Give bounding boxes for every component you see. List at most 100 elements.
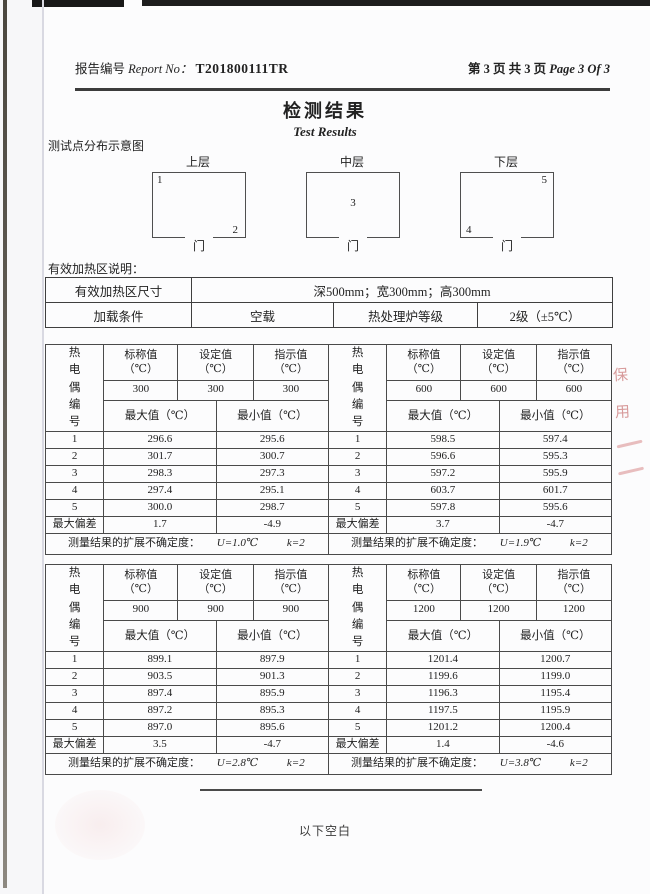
min-value-cell: 895.9 bbox=[215, 685, 330, 704]
stamp-stroke-2 bbox=[618, 466, 645, 476]
max-value-cell: 897.4 bbox=[103, 685, 217, 704]
min-value-cell: 1195.9 bbox=[498, 702, 613, 721]
min-deviation-value: -4.7 bbox=[215, 736, 330, 755]
heating-zone-section-label: 有效加热区说明： bbox=[48, 262, 145, 276]
tc-number-cell: 4 bbox=[327, 702, 388, 721]
layer-middle: 中层 3 门 bbox=[306, 153, 400, 253]
stamp-char-2: 用 bbox=[614, 404, 633, 422]
min-deviation-value: -4.6 bbox=[498, 736, 613, 755]
tc-number-label: 热 电 偶 编 号 bbox=[351, 347, 364, 428]
max-value-cell: 1199.6 bbox=[386, 668, 500, 687]
nominal-value: 300 bbox=[103, 379, 179, 401]
tc-number-cell: 1 bbox=[327, 431, 388, 450]
layer-lower: 下层 4 5 门 bbox=[460, 153, 554, 253]
table-300: 热 电 偶 编 号 标称值 （℃） 设定值 （℃） 指示值 （℃） 300 30… bbox=[44, 343, 330, 556]
tc-data-row: 5 300.0 298.7 bbox=[44, 499, 330, 518]
max-value-cell: 1201.4 bbox=[386, 651, 500, 670]
min-value-cell: 1199.0 bbox=[498, 668, 613, 687]
uncertainty-k-value: k=2 bbox=[286, 757, 305, 770]
report-number-label-cn: 报告编号 bbox=[75, 62, 126, 76]
scan-smudge bbox=[55, 790, 145, 860]
tc-number-cell: 5 bbox=[44, 499, 105, 518]
uncertainty-label: 测量结果的扩展不确定度： bbox=[68, 537, 200, 550]
tc-number-label: 热 电 偶 编 号 bbox=[68, 347, 81, 428]
layer-upper-box: 1 2 门 bbox=[152, 172, 246, 253]
nominal-header: 标称值 （℃） bbox=[386, 564, 462, 601]
tc-number-header: 热 电 偶 编 号 bbox=[44, 563, 105, 653]
zone-size-label: 有效加热区尺寸 bbox=[45, 277, 192, 303]
nominal-value: 1200 bbox=[386, 599, 462, 621]
tc-number-cell: 4 bbox=[44, 482, 105, 501]
door-gap bbox=[493, 236, 521, 239]
max-deviation-label: 最大偏差 bbox=[44, 516, 105, 535]
max-deviation-label: 最大偏差 bbox=[327, 516, 388, 535]
nominal-value: 600 bbox=[386, 379, 462, 401]
door-label: 门 bbox=[192, 239, 205, 253]
max-value-cell: 1196.3 bbox=[386, 685, 500, 704]
tc-data-row: 4 1197.5 1195.9 bbox=[327, 702, 613, 721]
min-value-cell: 595.3 bbox=[498, 448, 613, 467]
stamp-char-1: 保 bbox=[612, 367, 631, 385]
min-value-cell: 1195.4 bbox=[498, 685, 613, 704]
min-value-cell: 295.6 bbox=[215, 431, 330, 450]
min-value-cell: 1200.7 bbox=[498, 651, 613, 670]
indicated-value: 1200 bbox=[535, 599, 613, 621]
test-point-3: 3 bbox=[350, 197, 356, 209]
min-value-cell: 298.7 bbox=[215, 499, 330, 518]
tc-data-row: 3 597.2 595.9 bbox=[327, 465, 613, 484]
min-value-cell: 897.9 bbox=[215, 651, 330, 670]
max-value-cell: 897.0 bbox=[103, 719, 217, 738]
test-point-1: 1 bbox=[157, 174, 163, 186]
max-header: 最大值（℃） bbox=[386, 399, 500, 433]
uncertainty-row: 测量结果的扩展不确定度： U=1.9℃ k=2 bbox=[328, 533, 612, 556]
max-value-cell: 598.5 bbox=[386, 431, 500, 450]
tc-number-cell: 3 bbox=[327, 685, 388, 704]
max-value-cell: 597.2 bbox=[386, 465, 500, 484]
uncertainty-u-value: U=1.9℃ bbox=[499, 537, 542, 550]
max-header: 最大值（℃） bbox=[103, 399, 217, 433]
uncertainty-u-value: U=1.0℃ bbox=[216, 537, 259, 550]
min-value-cell: 295.1 bbox=[215, 482, 330, 501]
table-900: 热 电 偶 编 号 标称值 （℃） 设定值 （℃） 指示值 （℃） 900 90… bbox=[44, 563, 330, 776]
tc-number-cell: 2 bbox=[327, 668, 388, 687]
min-value-cell: 595.6 bbox=[498, 499, 613, 518]
door-label: 门 bbox=[346, 239, 359, 253]
title-en: Test Results bbox=[293, 124, 357, 139]
min-header: 最小值（℃） bbox=[498, 399, 613, 433]
tc-number-label: 热 电 偶 编 号 bbox=[351, 567, 364, 648]
max-value-cell: 300.0 bbox=[103, 499, 217, 518]
uncertainty-k-value: k=2 bbox=[286, 537, 305, 550]
min-value-cell: 1200.4 bbox=[498, 719, 613, 738]
tc-data-row: 1 899.1 897.9 bbox=[44, 651, 330, 670]
tc-data-row: 2 903.5 901.3 bbox=[44, 668, 330, 687]
setpoint-header: 设定值 （℃） bbox=[460, 344, 537, 381]
layer-upper-name: 上层 bbox=[185, 155, 210, 169]
page-count-en: Page 3 Of 3 bbox=[549, 62, 610, 76]
min-value-cell: 895.6 bbox=[215, 719, 330, 738]
furnace-grade-label: 热处理炉等级 bbox=[333, 302, 478, 328]
paper-fold-line bbox=[42, 0, 44, 894]
tc-number-header: 热 电 偶 编 号 bbox=[327, 563, 388, 653]
nominal-header: 标称值 （℃） bbox=[386, 344, 462, 381]
stamp-stroke-1 bbox=[616, 439, 643, 449]
tc-number-cell: 2 bbox=[44, 448, 105, 467]
tc-data-row: 4 603.7 601.7 bbox=[327, 482, 613, 501]
uncertainty-label: 测量结果的扩展不确定度： bbox=[351, 757, 483, 770]
tc-data-row: 1 296.6 295.6 bbox=[44, 431, 330, 450]
uncertainty-label: 测量结果的扩展不确定度： bbox=[351, 537, 483, 550]
report-number: 报告编号 Report No： T201800111TR bbox=[75, 58, 289, 77]
page-header: 报告编号 Report No： T201800111TR 第 3 页 共 3 页… bbox=[75, 58, 610, 77]
scan-edge-left-line bbox=[3, 0, 7, 888]
tc-data-row: 5 597.8 595.6 bbox=[327, 499, 613, 518]
max-value-cell: 296.6 bbox=[103, 431, 217, 450]
tc-number-cell: 4 bbox=[44, 702, 105, 721]
tc-data-row: 1 598.5 597.4 bbox=[327, 431, 613, 450]
setpoint-value: 600 bbox=[460, 379, 537, 401]
min-value-cell: 601.7 bbox=[498, 482, 613, 501]
uncertainty-u-value: U=2.8℃ bbox=[216, 757, 259, 770]
uncertainty-label: 测量结果的扩展不确定度： bbox=[68, 757, 200, 770]
indicated-value: 600 bbox=[535, 379, 613, 401]
max-deviation-value: 3.7 bbox=[386, 516, 500, 535]
tc-number-header: 热 电 偶 编 号 bbox=[327, 343, 388, 433]
max-value-cell: 897.2 bbox=[103, 702, 217, 721]
